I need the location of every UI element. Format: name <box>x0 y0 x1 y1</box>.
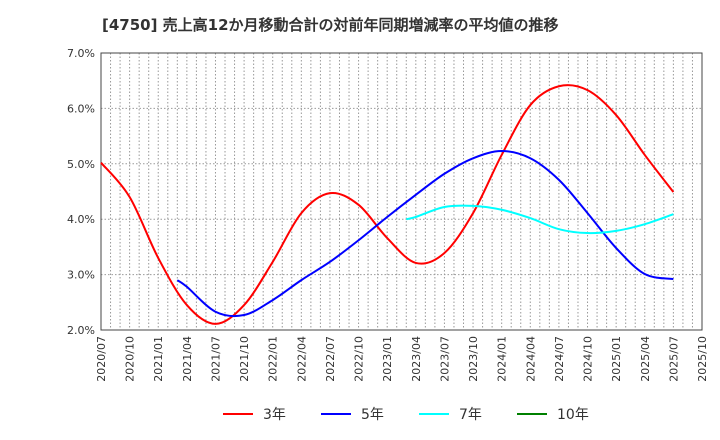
y-tick-label: 4.0% <box>67 213 95 226</box>
x-tick-label: 2025/04 <box>639 336 652 382</box>
x-tick-label: 2025/07 <box>667 336 680 382</box>
y-tick-label: 6.0% <box>67 102 95 115</box>
plot-frame <box>100 52 703 331</box>
legend-label: 10年 <box>557 407 589 423</box>
x-tick-label: 2024/01 <box>496 336 509 382</box>
x-tick-label: 2021/10 <box>238 336 251 382</box>
y-tick-label: 7.0% <box>67 47 95 60</box>
y-tick-label: 3.0% <box>67 269 95 282</box>
x-tick-label: 2021/07 <box>209 336 222 382</box>
x-tick-label: 2022/10 <box>353 336 366 382</box>
legend-label: 3年 <box>263 407 286 423</box>
x-tick-label: 2022/04 <box>295 336 308 382</box>
x-tick-label: 2025/10 <box>696 336 709 382</box>
x-tick-label: 2023/04 <box>410 336 423 382</box>
series-line-3年 <box>100 84 675 325</box>
x-tick-label: 2020/07 <box>95 336 108 382</box>
x-tick-label: 2021/04 <box>181 336 194 382</box>
y-tick-label: 5.0% <box>67 158 95 171</box>
x-tick-label: 2021/01 <box>152 336 165 382</box>
legend-label: 5年 <box>361 407 384 423</box>
chart-title: [4750] 売上高12か月移動合計の対前年同期増減率の平均値の推移 <box>102 16 559 34</box>
x-tick-label: 2022/07 <box>324 336 337 382</box>
x-tick-label: 2023/01 <box>381 336 394 382</box>
x-tick-label: 2022/01 <box>267 336 280 382</box>
x-tick-label: 2025/01 <box>610 336 623 382</box>
x-tick-label: 2023/07 <box>438 336 451 382</box>
x-tick-label: 2020/10 <box>124 336 137 382</box>
legend-label: 7年 <box>459 407 482 423</box>
x-tick-label: 2024/04 <box>524 336 537 382</box>
series-line-7年 <box>406 204 674 235</box>
y-tick-label: 2.0% <box>67 324 95 337</box>
x-tick-label: 2024/07 <box>553 336 566 382</box>
x-tick-label: 2024/10 <box>582 336 595 382</box>
series-line-5年 <box>176 150 674 318</box>
x-tick-label: 2023/10 <box>467 336 480 382</box>
